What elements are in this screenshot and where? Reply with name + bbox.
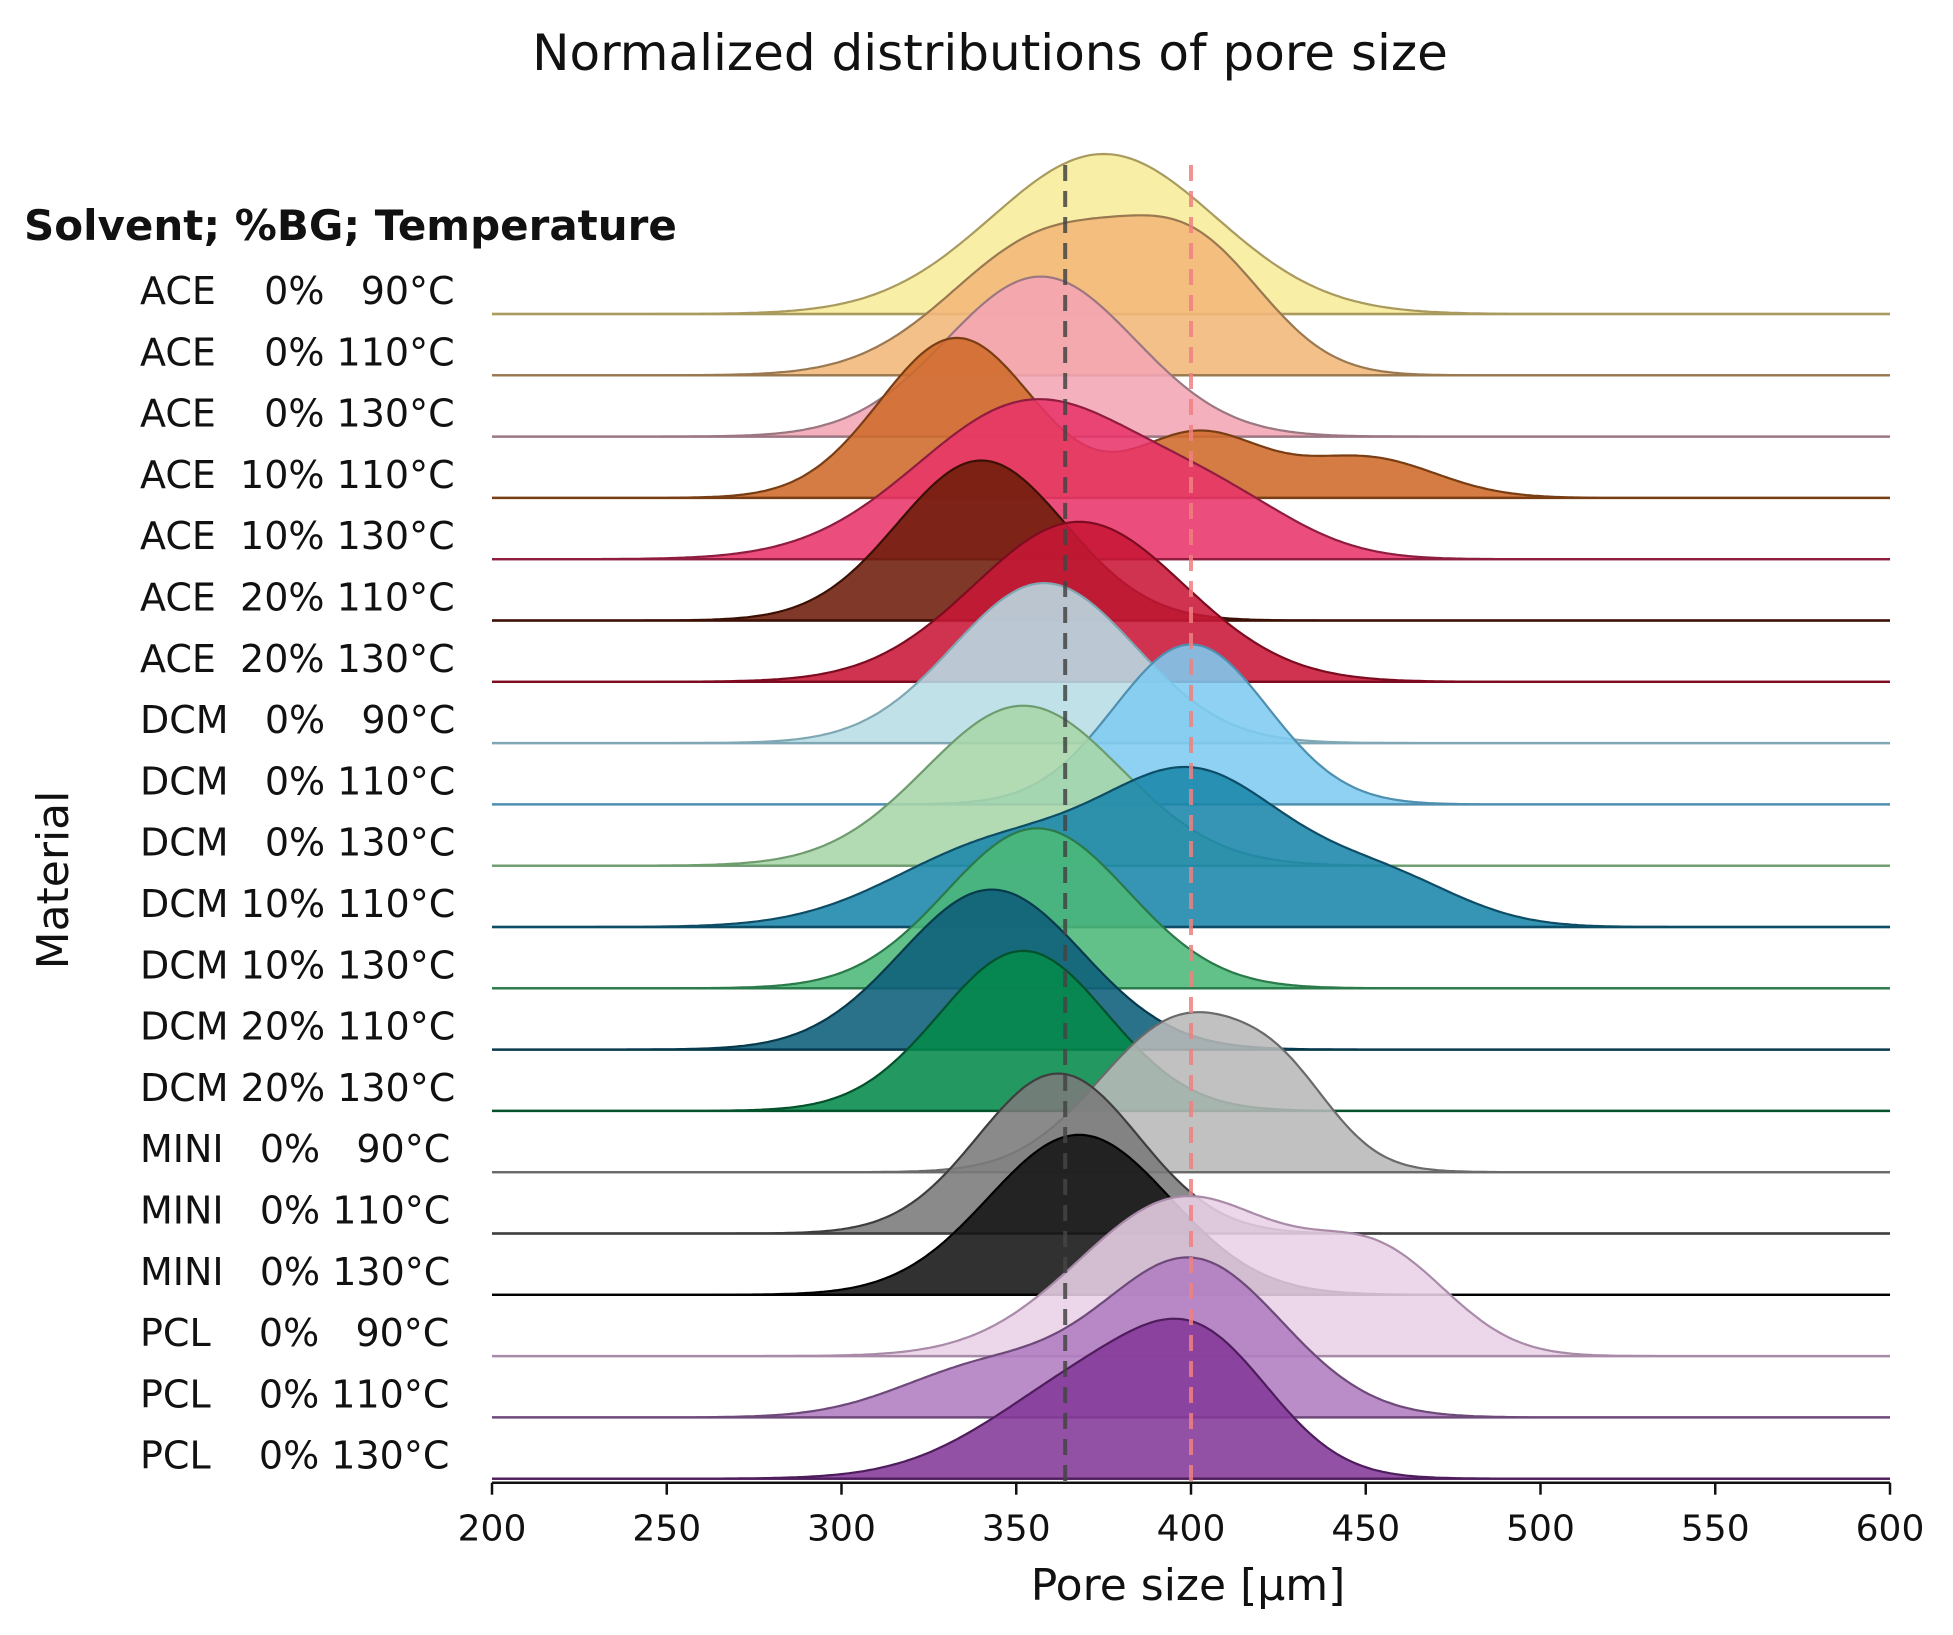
row-labels: ACE 0% 90°C ACE 0% 110°C ACE 0% 130°C ACE 1… [140, 269, 455, 1478]
y-axis-label: Material [28, 791, 79, 970]
row-label: ACE 10% 110°C [140, 453, 455, 497]
row-label: PCL 0% 130°C [140, 1434, 449, 1478]
row-label: ACE 0% 110°C [140, 330, 455, 374]
x-tick-label: 500 [1506, 1509, 1575, 1550]
x-tick-label: 200 [458, 1509, 527, 1550]
x-tick-label: 350 [982, 1509, 1051, 1550]
row-label: DCM 10% 130°C [140, 943, 455, 987]
row-label: ACE 20% 130°C [140, 637, 455, 681]
row-label: DCM 0% 110°C [140, 759, 455, 803]
row-label: DCM 20% 110°C [140, 1005, 455, 1049]
legend-header: Solvent; %BG; Temperature [24, 201, 677, 250]
row-label: DCM 0% 90°C [140, 698, 455, 742]
row-label: DCM 10% 110°C [140, 882, 455, 926]
row-label: DCM 0% 130°C [140, 821, 455, 865]
row-label: MINI 0% 130°C [140, 1250, 450, 1294]
chart-title: Normalized distributions of pore size [532, 24, 1448, 82]
x-axis: 200 250 300 350 400 450 500 550 600 [458, 1481, 1925, 1550]
row-label: PCL 0% 110°C [140, 1372, 449, 1416]
row-label: PCL 0% 90°C [140, 1311, 449, 1355]
row-label: ACE 0% 130°C [140, 392, 455, 436]
x-tick-label: 450 [1331, 1509, 1400, 1550]
x-tick-label: 300 [807, 1509, 876, 1550]
reference-lines [1063, 165, 1193, 1485]
row-label: DCM 20% 130°C [140, 1066, 455, 1110]
row-label: MINI 0% 110°C [140, 1189, 450, 1233]
x-tick-label: 600 [1856, 1509, 1925, 1550]
x-tick-label: 250 [632, 1509, 701, 1550]
row-label: ACE 0% 90°C [140, 269, 455, 313]
x-tick-label: 550 [1681, 1509, 1750, 1550]
x-axis-label: Pore size [µm] [1031, 1560, 1346, 1611]
row-label: ACE 10% 130°C [140, 514, 455, 558]
row-label: ACE 20% 110°C [140, 576, 455, 620]
row-label: MINI 0% 90°C [140, 1127, 450, 1171]
x-tick-label: 400 [1157, 1509, 1226, 1550]
